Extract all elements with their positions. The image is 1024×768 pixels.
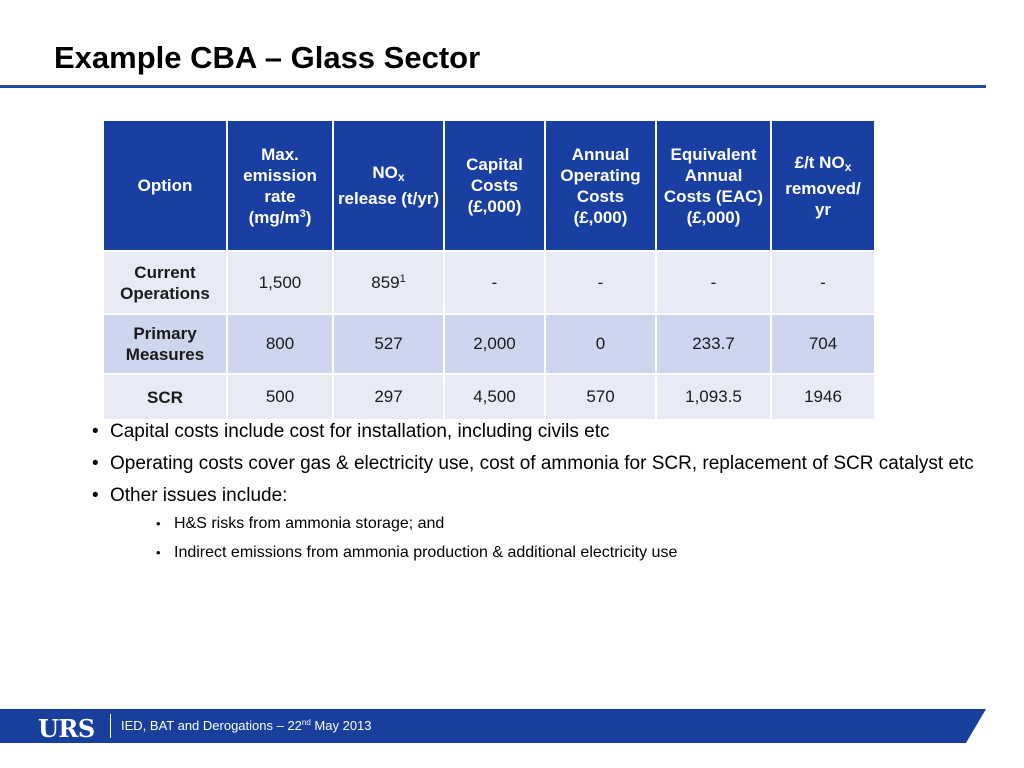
sub-bullet-list: H&S risks from ammonia storage; and Indi…: [156, 513, 992, 564]
footer-bar: [0, 709, 986, 743]
header-nox-release: NOx release (t/yr): [332, 119, 445, 252]
table-row: Current Operations 1,500 8591 - - - -: [102, 250, 876, 315]
cell-option: Primary Measures: [102, 313, 228, 375]
cell-eac: 1,093.5: [655, 373, 772, 421]
cell-max-emission: 1,500: [226, 250, 334, 315]
bullet-other-issues-label: Other issues include:: [110, 485, 288, 506]
sub-bullet-indirect-emissions: Indirect emissions from ammonia producti…: [156, 542, 992, 564]
bullet-capital-costs: Capital costs include cost for installat…: [92, 418, 992, 445]
header-capital-costs: Capital Costs (£,000): [443, 119, 546, 252]
bullet-operating-costs: Operating costs cover gas & electricity …: [92, 450, 992, 477]
cell-cost-per-tonne: -: [770, 250, 876, 315]
slide-title: Example CBA – Glass Sector: [54, 40, 481, 75]
cell-max-emission: 500: [226, 373, 334, 421]
urs-logo: URS: [38, 714, 95, 743]
footer-caption: IED, BAT and Derogations – 22nd May 2013: [121, 718, 372, 733]
header-cost-per-tonne: £/t NOx removed/ yr: [770, 119, 876, 252]
cell-eac: 233.7: [655, 313, 772, 375]
bullet-other-issues: Other issues include: H&S risks from amm…: [92, 482, 992, 564]
cell-capital-costs: 4,500: [443, 373, 546, 421]
footer-divider: [110, 714, 111, 738]
sub-bullet-hs-risks: H&S risks from ammonia storage; and: [156, 513, 992, 535]
cell-eac: -: [655, 250, 772, 315]
cell-nox-release: 527: [332, 313, 445, 375]
cell-option: Current Operations: [102, 250, 228, 315]
table-row: Primary Measures 800 527 2,000 0 233.7 7…: [102, 313, 876, 375]
footnote-marker: 1: [399, 272, 406, 285]
header-option: Option: [102, 119, 228, 252]
cell-cost-per-tonne: 1946: [770, 373, 876, 421]
cell-annual-costs: 570: [544, 373, 657, 421]
cell-cost-per-tonne: 704: [770, 313, 876, 375]
cba-table: Option Max. emission rate (mg/m3) NOx rel…: [102, 119, 876, 421]
bullet-list: Capital costs include cost for installat…: [92, 418, 992, 571]
cell-max-emission: 800: [226, 313, 334, 375]
cell-nox-release: 8591: [332, 250, 445, 315]
cell-option: SCR: [102, 373, 228, 421]
cell-nox-release: 297: [332, 373, 445, 421]
cell-capital-costs: 2,000: [443, 313, 546, 375]
cell-capital-costs: -: [443, 250, 546, 315]
cell-annual-costs: -: [544, 250, 657, 315]
table-row: SCR 500 297 4,500 570 1,093.5 1946: [102, 373, 876, 421]
header-annual-costs: Annual Operating Costs (£,000): [544, 119, 657, 252]
header-max-emission: Max. emission rate (mg/m3): [226, 119, 334, 252]
header-eac: Equivalent Annual Costs (EAC) (£,000): [655, 119, 772, 252]
title-divider: [0, 85, 986, 88]
table-header-row: Option Max. emission rate (mg/m3) NOx rel…: [102, 119, 876, 252]
cell-annual-costs: 0: [544, 313, 657, 375]
